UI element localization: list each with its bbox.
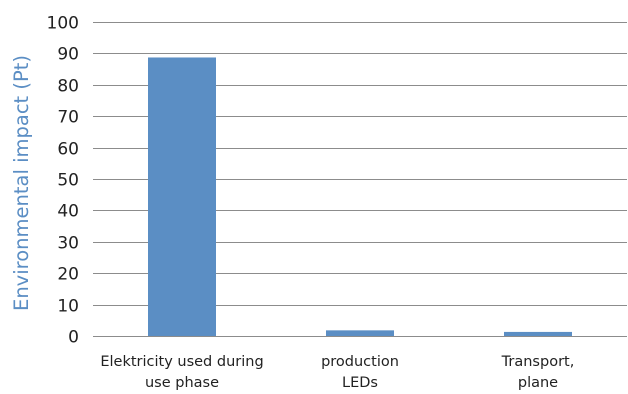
y-axis-title: Environmental impact (Pt) <box>10 55 33 311</box>
x-category-label: Transport, plane <box>501 354 575 391</box>
y-tick-label: 10 <box>57 297 79 317</box>
x-category-label-line: plane <box>518 375 558 391</box>
y-tick-label: 20 <box>57 265 79 285</box>
y-tick-label: 0 <box>68 328 79 348</box>
bars <box>148 57 572 337</box>
x-category-label-line: use phase <box>145 375 219 391</box>
x-category-label-line: production <box>321 354 399 370</box>
y-tick-label: 40 <box>57 202 79 222</box>
bar <box>326 330 394 336</box>
y-tick-label: 50 <box>57 171 79 191</box>
y-tick-label: 60 <box>57 140 79 160</box>
y-tick-label: 90 <box>57 45 79 65</box>
x-category-label-line: Transport, <box>501 354 575 370</box>
x-category-label-line: Elektricity used during <box>100 354 263 370</box>
bar <box>148 57 216 337</box>
y-tick-label: 30 <box>57 234 79 254</box>
x-category-label: production LEDs <box>321 354 399 391</box>
x-category-label-line: LEDs <box>342 375 378 391</box>
y-tick-label: 100 <box>47 14 79 34</box>
x-category-label: Elektricity used during use phase <box>100 354 263 391</box>
x-axis-categories: Elektricity used during use phase producti… <box>100 354 574 391</box>
y-axis-ticks: 0 10 20 30 40 50 60 70 80 90 100 <box>47 14 79 348</box>
y-tick-label: 80 <box>57 77 79 97</box>
bar <box>504 331 572 336</box>
y-tick-label: 70 <box>57 108 79 128</box>
